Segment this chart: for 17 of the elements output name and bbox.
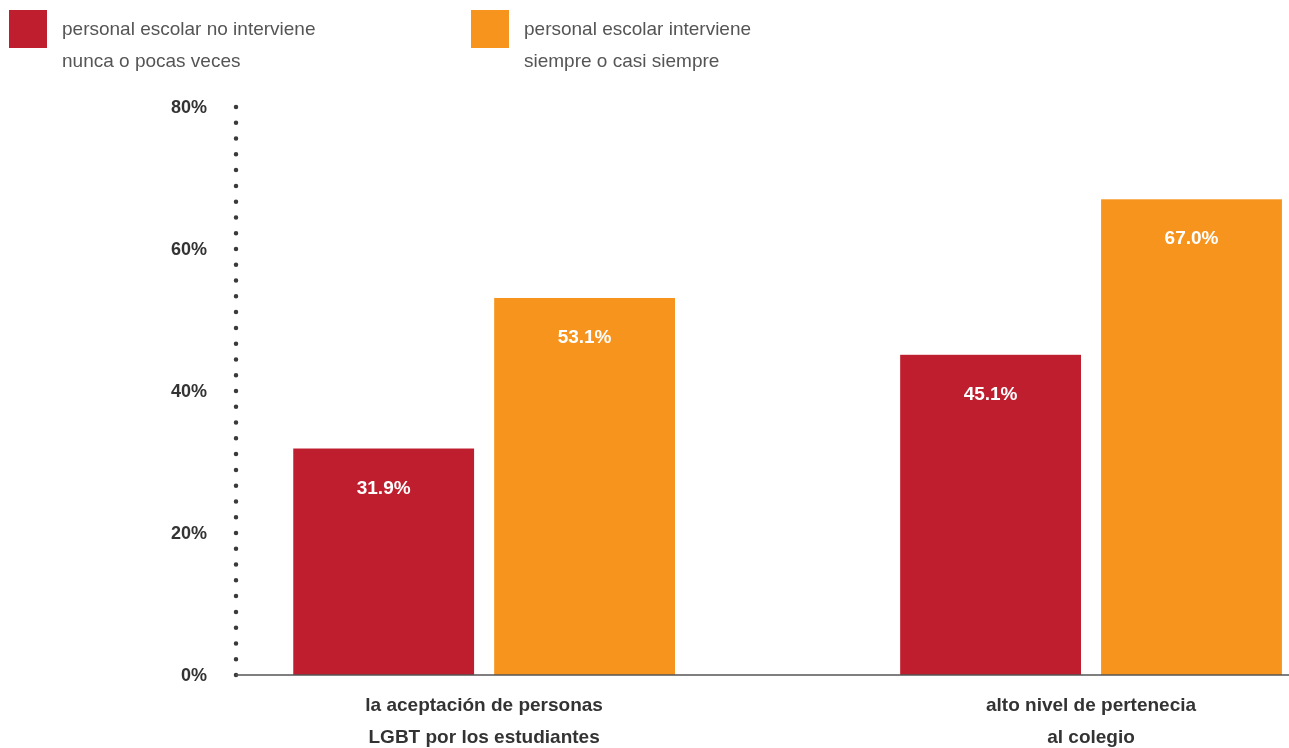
- x-tick-label: alto nivel de pertenecia al colegio: [985, 694, 1197, 747]
- legend-label: personal escolar no interviene nunca o pocas veces: [62, 18, 316, 71]
- y-tick-label: 80%: [170, 97, 207, 117]
- y-tick-label: 20%: [170, 523, 207, 543]
- y-tick-label: 40%: [170, 381, 207, 401]
- bar: [293, 448, 475, 675]
- data-label: 53.1%: [557, 325, 612, 347]
- legend-label: personal escolar interviene siempre o casi siempre: [524, 18, 752, 71]
- bar: [1101, 199, 1282, 675]
- data-label: 67.0%: [1164, 227, 1219, 249]
- y-tick-label: 0%: [180, 665, 207, 685]
- bar: [494, 297, 676, 675]
- bar: [900, 354, 1081, 675]
- x-tick-label: la aceptación de personas LGBT por los estudiantes: [365, 694, 603, 747]
- data-label: 31.9%: [356, 476, 411, 498]
- y-tick-label: 60%: [170, 239, 207, 259]
- data-label: 45.1%: [963, 382, 1018, 404]
